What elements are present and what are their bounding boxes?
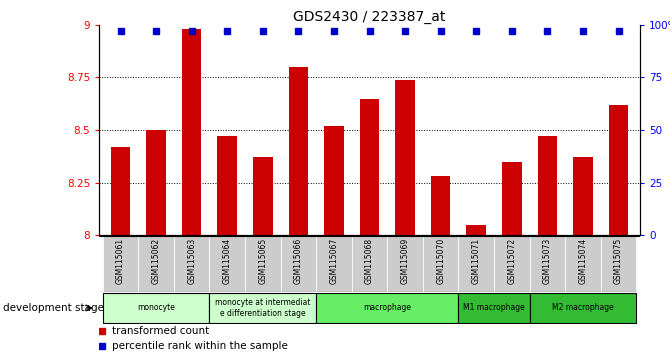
Text: GSM115073: GSM115073 [543, 238, 552, 284]
Text: GSM115065: GSM115065 [259, 238, 267, 284]
Bar [423, 236, 458, 292]
Bar [210, 293, 316, 323]
Bar [146, 130, 166, 235]
Text: monocyte: monocyte [137, 303, 175, 313]
Text: GSM115064: GSM115064 [222, 238, 232, 284]
Text: GSM115075: GSM115075 [614, 238, 623, 284]
Bar [316, 293, 458, 323]
Text: GSM115069: GSM115069 [401, 238, 409, 284]
Text: transformed count: transformed count [112, 326, 210, 336]
Bar [360, 98, 379, 235]
Bar [103, 293, 210, 323]
Bar [245, 236, 281, 292]
Text: M1 macrophage: M1 macrophage [463, 303, 525, 313]
Bar [529, 293, 636, 323]
Bar [289, 67, 308, 235]
Text: GSM115062: GSM115062 [151, 238, 161, 284]
Bar [111, 147, 130, 235]
Bar [182, 29, 202, 235]
Text: monocyte at intermediat
e differentiation stage: monocyte at intermediat e differentiatio… [215, 298, 310, 318]
Bar [431, 176, 450, 235]
Text: percentile rank within the sample: percentile rank within the sample [112, 342, 288, 352]
Bar [565, 236, 601, 292]
Text: GSM115066: GSM115066 [294, 238, 303, 284]
Text: GSM115072: GSM115072 [507, 238, 517, 284]
Bar [138, 236, 174, 292]
Bar [458, 236, 494, 292]
Bar [316, 236, 352, 292]
Bar [502, 162, 521, 235]
Text: GSM115070: GSM115070 [436, 238, 445, 284]
Bar [609, 105, 628, 235]
Text: development stage: development stage [3, 303, 105, 313]
Bar [466, 225, 486, 235]
Text: GSM115074: GSM115074 [578, 238, 588, 284]
Bar [103, 236, 138, 292]
Bar [281, 236, 316, 292]
Bar [458, 293, 529, 323]
Bar [529, 236, 565, 292]
Text: GSM115063: GSM115063 [187, 238, 196, 284]
Bar [210, 236, 245, 292]
Text: GSM115068: GSM115068 [365, 238, 374, 284]
Bar [218, 136, 237, 235]
Bar [494, 236, 529, 292]
Text: GSM115061: GSM115061 [116, 238, 125, 284]
Text: macrophage: macrophage [363, 303, 411, 313]
Bar [174, 236, 210, 292]
Text: GSM115067: GSM115067 [330, 238, 338, 284]
Bar [253, 158, 273, 235]
Bar [387, 236, 423, 292]
Bar [395, 80, 415, 235]
Bar [352, 236, 387, 292]
Text: GSM115071: GSM115071 [472, 238, 480, 284]
Text: M2 macrophage: M2 macrophage [552, 303, 614, 313]
Title: GDS2430 / 223387_at: GDS2430 / 223387_at [293, 10, 446, 24]
Bar [601, 236, 636, 292]
Bar [537, 136, 557, 235]
Bar [573, 158, 593, 235]
Bar [324, 126, 344, 235]
